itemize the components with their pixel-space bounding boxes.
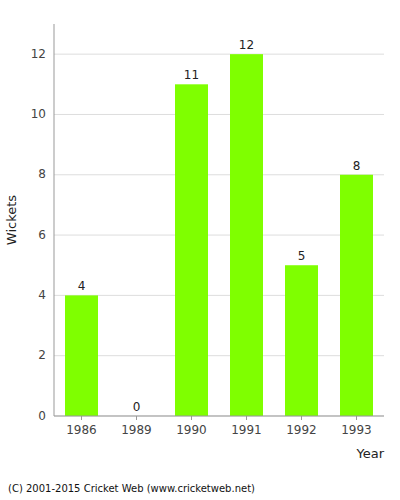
bar [285, 265, 318, 416]
x-tick-label: 1989 [121, 423, 152, 437]
x-tick [136, 416, 137, 420]
data-label: 5 [298, 249, 306, 263]
x-tick-label: 1992 [286, 423, 317, 437]
chart-container: 0 2 4 6 8 10 12 4 0 11 12 5 8 1986 1989 1990 1991 1992 199… [0, 0, 400, 500]
x-tick [191, 416, 192, 420]
y-axis-ticks: 0 2 4 6 8 10 12 [31, 47, 46, 423]
grid [54, 54, 384, 416]
data-label: 12 [239, 38, 254, 52]
data-label: 4 [78, 279, 86, 293]
grid-line [54, 295, 384, 296]
y-tick-label: 6 [38, 228, 46, 242]
data-label: 11 [184, 68, 199, 82]
grid-line [54, 174, 384, 175]
bar [175, 84, 208, 416]
bars [65, 54, 373, 416]
grid-line [54, 114, 384, 115]
data-label: 0 [133, 400, 141, 414]
y-tick-label: 10 [31, 107, 46, 121]
x-tick [81, 416, 82, 420]
footer-note: (C) 2001-2015 Cricket Web (www.cricketwe… [8, 483, 255, 494]
y-tick-label: 2 [38, 348, 46, 362]
x-tick-label: 1990 [176, 423, 207, 437]
x-axis-line [54, 416, 384, 417]
x-tick [356, 416, 357, 420]
y-axis-line [54, 24, 55, 416]
grid-line [54, 235, 384, 236]
bar [340, 175, 373, 416]
data-labels: 4 0 11 12 5 8 [78, 38, 361, 414]
x-tick-label: 1993 [341, 423, 372, 437]
chart: 0 2 4 6 8 10 12 4 0 11 12 5 8 1986 1989 1990 1991 1992 199… [0, 0, 400, 500]
x-tick-label: 1991 [231, 423, 262, 437]
grid-line [54, 355, 384, 356]
grid-line [54, 416, 384, 417]
y-tick-label: 8 [38, 167, 46, 181]
y-axis-label: Wickets [4, 195, 19, 245]
grid-line [54, 54, 384, 55]
x-tick-label: 1986 [66, 423, 97, 437]
x-tick [246, 416, 247, 420]
x-axis-label: Year [355, 446, 384, 461]
bar [230, 54, 263, 416]
bar [65, 295, 98, 416]
y-tick-label: 12 [31, 47, 46, 61]
x-axis-ticks: 1986 1989 1990 1991 1992 1993 [66, 416, 372, 437]
y-tick-label: 4 [38, 288, 46, 302]
x-tick [301, 416, 302, 420]
data-label: 8 [353, 159, 361, 173]
y-tick-label: 0 [38, 409, 46, 423]
